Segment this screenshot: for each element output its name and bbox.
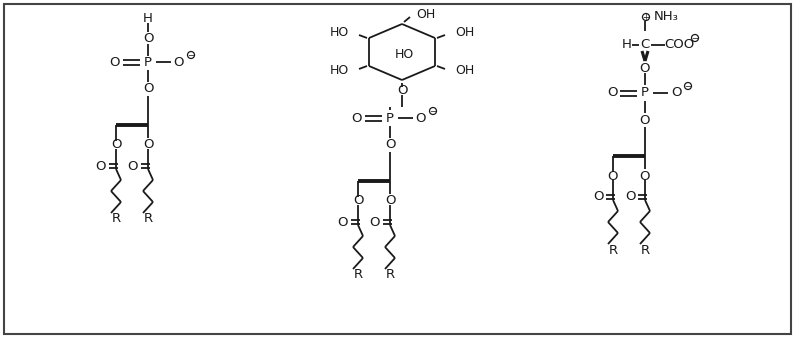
Text: O: O xyxy=(174,55,184,69)
Text: H: H xyxy=(143,11,153,24)
Text: P: P xyxy=(144,55,152,69)
Text: O: O xyxy=(671,87,681,99)
Text: O: O xyxy=(95,160,107,172)
Text: C: C xyxy=(641,39,650,51)
Text: O: O xyxy=(593,191,603,203)
Text: R: R xyxy=(143,213,153,225)
Text: R: R xyxy=(111,213,121,225)
Text: R: R xyxy=(386,268,394,282)
Text: O: O xyxy=(640,62,650,74)
Text: P: P xyxy=(641,87,649,99)
Text: O: O xyxy=(143,82,153,96)
Text: O: O xyxy=(111,139,122,151)
Text: O: O xyxy=(353,194,363,208)
Text: O: O xyxy=(640,114,650,126)
Text: O: O xyxy=(625,191,635,203)
Text: +: + xyxy=(642,13,650,22)
Text: −: − xyxy=(188,51,195,60)
Text: O: O xyxy=(128,160,138,172)
Text: O: O xyxy=(607,87,617,99)
Text: −: − xyxy=(429,107,436,116)
Text: O: O xyxy=(143,139,153,151)
Text: O: O xyxy=(143,31,153,45)
Text: OH: OH xyxy=(455,26,475,40)
Text: OH: OH xyxy=(455,65,475,77)
Text: HO: HO xyxy=(330,26,349,40)
Text: O: O xyxy=(338,216,348,228)
Text: NH₃: NH₃ xyxy=(654,10,679,24)
Text: O: O xyxy=(397,84,407,97)
Text: O: O xyxy=(640,169,650,183)
Text: HO: HO xyxy=(330,65,349,77)
Text: OH: OH xyxy=(416,7,435,21)
Text: O: O xyxy=(370,216,380,228)
Text: R: R xyxy=(641,243,650,257)
Text: −: − xyxy=(684,82,692,91)
Text: O: O xyxy=(416,112,426,124)
Text: O: O xyxy=(607,169,619,183)
Text: R: R xyxy=(608,243,618,257)
Text: P: P xyxy=(386,112,394,124)
Text: O: O xyxy=(110,55,120,69)
Text: H: H xyxy=(622,39,632,51)
Text: COO: COO xyxy=(664,39,694,51)
Text: O: O xyxy=(385,139,395,151)
Text: O: O xyxy=(385,194,395,208)
Text: R: R xyxy=(354,268,363,282)
Text: O: O xyxy=(351,112,363,124)
Text: HO: HO xyxy=(394,48,413,62)
Text: −: − xyxy=(692,34,699,43)
